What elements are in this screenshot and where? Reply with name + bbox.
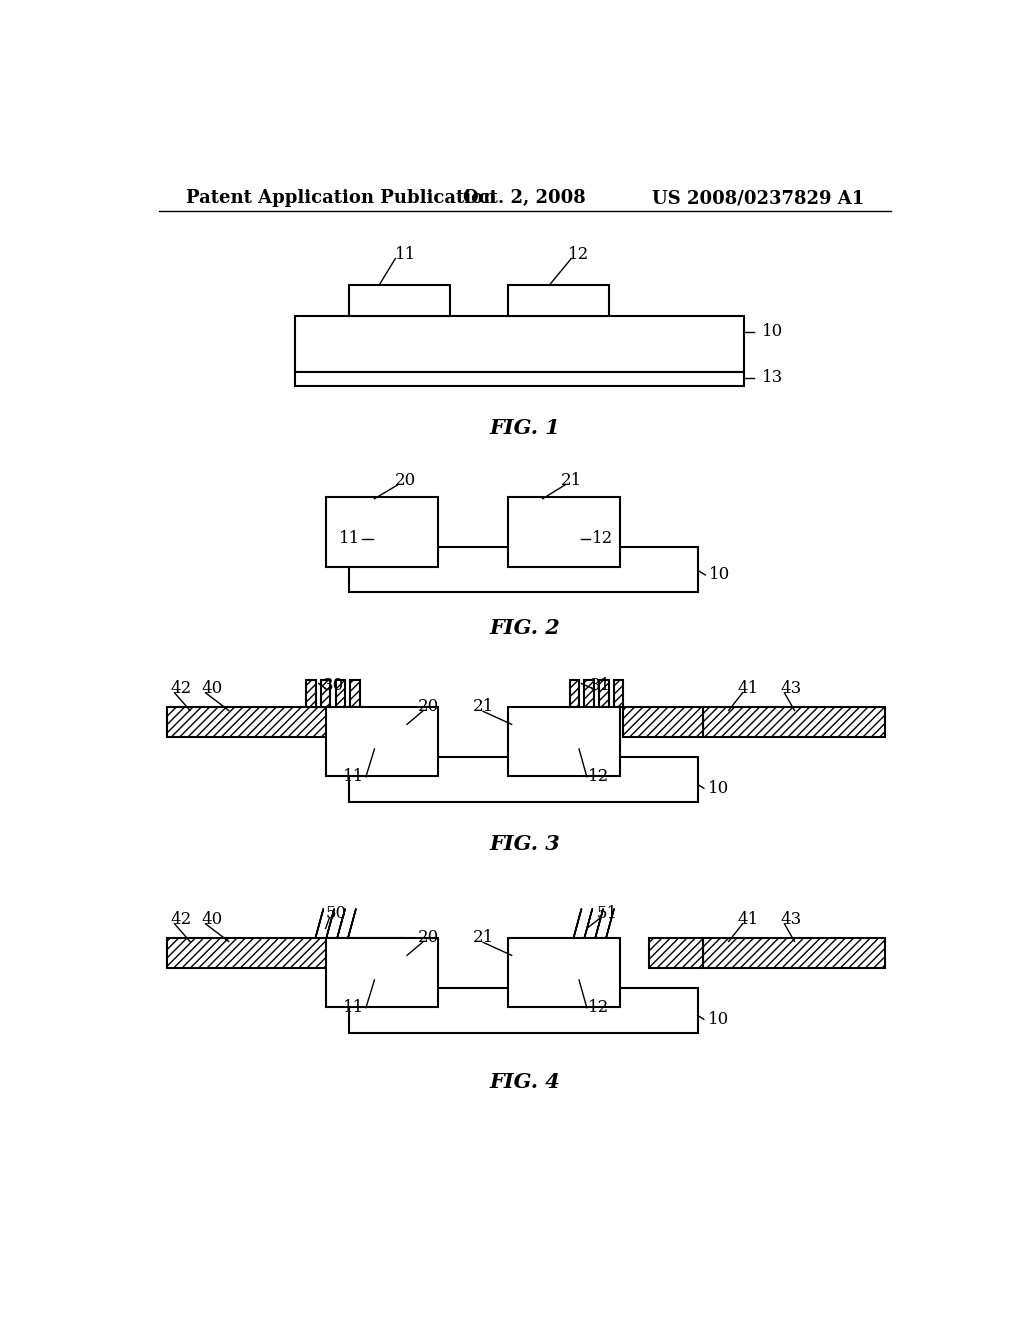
- Text: 40: 40: [201, 680, 222, 697]
- Text: 11: 11: [395, 246, 416, 263]
- Text: 11: 11: [343, 768, 365, 785]
- Bar: [527, 741, 582, 758]
- Text: 12: 12: [592, 531, 612, 548]
- Text: Patent Application Publication: Patent Application Publication: [186, 190, 497, 207]
- Text: 20: 20: [418, 698, 439, 715]
- Text: 10: 10: [710, 566, 730, 583]
- Bar: [306, 680, 315, 706]
- Text: 10: 10: [708, 1011, 729, 1028]
- Text: FIG. 2: FIG. 2: [489, 618, 560, 638]
- Bar: [508, 285, 608, 317]
- Text: 43: 43: [780, 911, 801, 928]
- Text: 12: 12: [568, 246, 590, 263]
- Text: Oct. 2, 2008: Oct. 2, 2008: [464, 190, 586, 207]
- Bar: [295, 372, 744, 385]
- Bar: [508, 937, 621, 1007]
- Text: 30: 30: [323, 677, 344, 694]
- Text: FIG. 4: FIG. 4: [489, 1072, 560, 1093]
- Text: 40: 40: [201, 911, 222, 928]
- Text: 51: 51: [596, 904, 617, 921]
- Text: 42: 42: [170, 911, 191, 928]
- Text: US 2008/0237829 A1: US 2008/0237829 A1: [652, 190, 864, 207]
- Bar: [336, 680, 345, 706]
- Text: FIG. 1: FIG. 1: [489, 418, 560, 438]
- Bar: [372, 531, 426, 548]
- Bar: [350, 680, 359, 706]
- Text: 12: 12: [589, 999, 609, 1016]
- Text: 10: 10: [762, 323, 783, 341]
- Bar: [703, 706, 885, 738]
- Bar: [527, 972, 582, 989]
- Bar: [326, 498, 438, 566]
- Text: 12: 12: [589, 768, 609, 785]
- Text: 11: 11: [339, 531, 360, 548]
- Text: 31: 31: [590, 677, 611, 694]
- Bar: [349, 285, 450, 317]
- Text: 21: 21: [472, 929, 494, 946]
- Bar: [349, 706, 359, 738]
- Bar: [372, 741, 426, 758]
- Text: 13: 13: [762, 370, 783, 387]
- Bar: [703, 937, 885, 969]
- Bar: [349, 548, 697, 591]
- Bar: [508, 498, 621, 566]
- Text: 21: 21: [472, 698, 494, 715]
- Text: 10: 10: [708, 780, 729, 797]
- Bar: [321, 680, 331, 706]
- Text: 21: 21: [561, 471, 582, 488]
- Bar: [349, 758, 697, 803]
- Text: FIG. 3: FIG. 3: [489, 834, 560, 854]
- Bar: [295, 317, 744, 372]
- Bar: [527, 531, 582, 548]
- Bar: [649, 937, 703, 969]
- Bar: [167, 706, 349, 738]
- Text: 20: 20: [418, 929, 439, 946]
- Bar: [624, 706, 703, 738]
- Text: 41: 41: [737, 911, 759, 928]
- Text: 43: 43: [780, 680, 801, 697]
- Bar: [349, 937, 403, 969]
- Bar: [599, 680, 608, 706]
- Text: 20: 20: [395, 471, 416, 488]
- Bar: [167, 937, 349, 969]
- Bar: [326, 706, 438, 776]
- Text: 42: 42: [170, 680, 191, 697]
- Text: 50: 50: [326, 904, 346, 921]
- Bar: [372, 972, 426, 989]
- Bar: [349, 989, 697, 1034]
- Text: 11: 11: [343, 999, 365, 1016]
- Bar: [326, 937, 438, 1007]
- Bar: [614, 680, 624, 706]
- Bar: [508, 706, 621, 776]
- Bar: [585, 680, 594, 706]
- Bar: [569, 680, 579, 706]
- Text: 41: 41: [737, 680, 759, 697]
